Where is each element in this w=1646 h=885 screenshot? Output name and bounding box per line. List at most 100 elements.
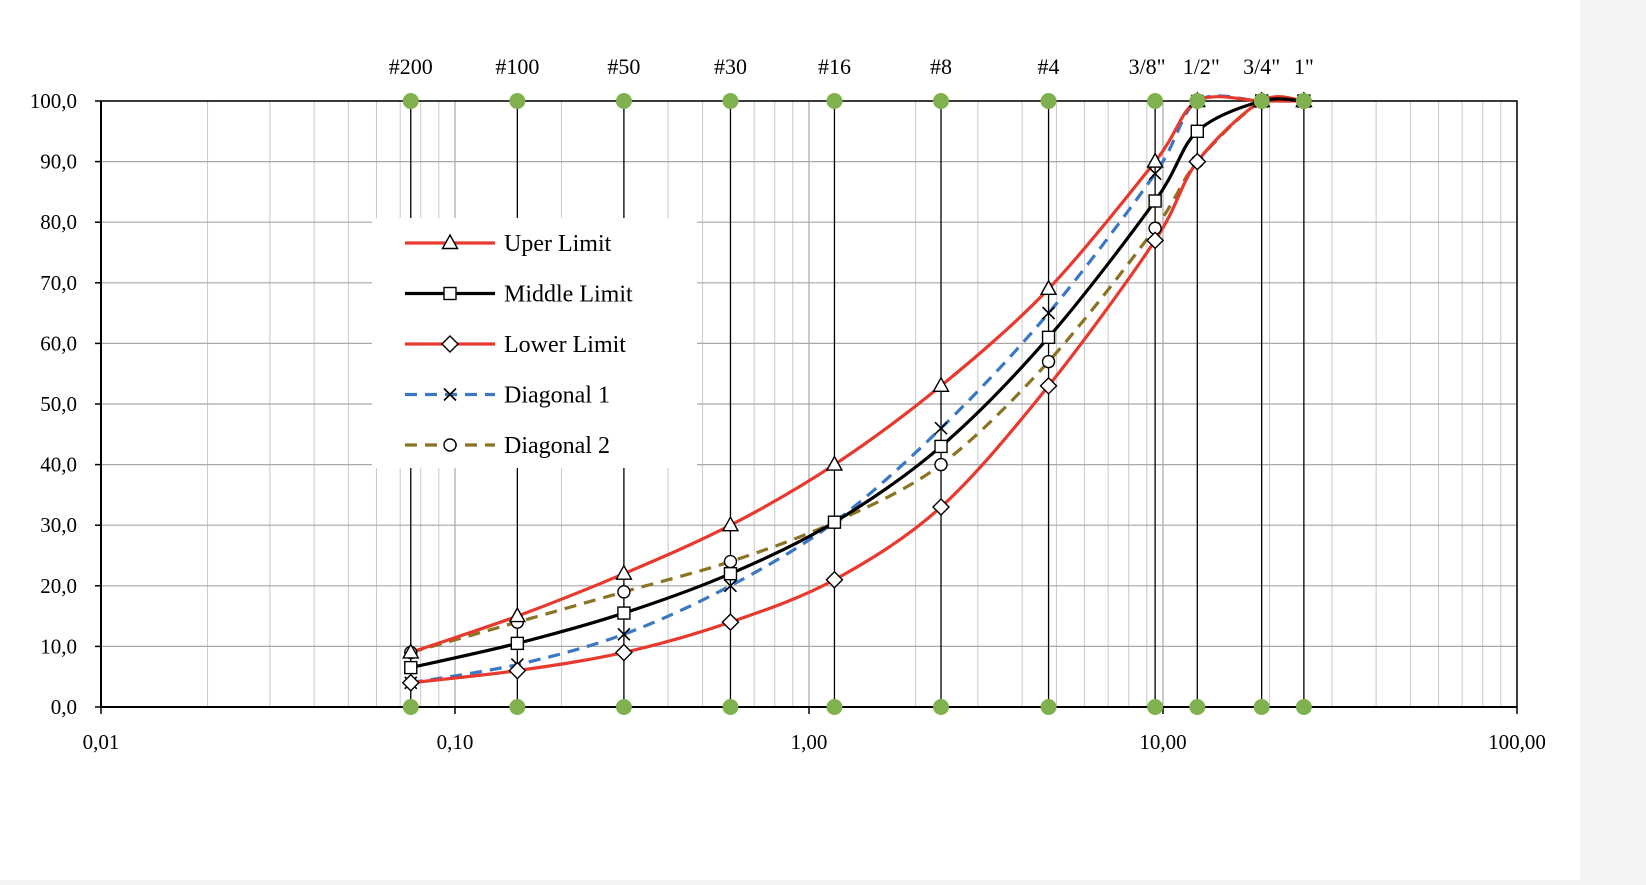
data-point-lower-limit	[1039, 376, 1058, 395]
grid-layer	[100, 100, 1518, 708]
data-point-uper-limit	[721, 515, 740, 532]
x-tick-label: 10,00	[1139, 730, 1186, 754]
x-marker-stroke	[1148, 167, 1162, 181]
legend: Uper Limit Middle Limit Lower Limit Diagona…	[372, 218, 697, 468]
sieve-dot-top	[826, 93, 843, 109]
data-point-uper-limit	[615, 564, 633, 580]
data-point-middle-limit	[1190, 124, 1205, 139]
data-point-diagonal-2	[723, 554, 738, 569]
series-layer	[401, 91, 1313, 692]
y-tick-label: 30,0	[40, 513, 77, 537]
data-point-middle-limit	[723, 566, 738, 581]
sieve-dot-layer	[402, 93, 1312, 715]
data-point-middle-limit	[827, 515, 842, 529]
data-point-lower-limit	[825, 570, 844, 589]
sieve-dot-bottom	[933, 699, 950, 715]
sieve-dot-bottom	[722, 699, 739, 715]
data-point-middle-limit	[617, 606, 631, 620]
x-marker-stroke	[1041, 306, 1056, 320]
legend-label-diagonal-1: Diagonal 1	[504, 383, 610, 409]
legend-label-uper-limit: Uper Limit	[504, 231, 612, 257]
data-point-diagonal-1	[723, 579, 738, 593]
sieve-label: 1/2"	[1183, 54, 1220, 79]
sieve-label: #30	[714, 54, 747, 79]
sieve-label: #100	[495, 54, 539, 79]
sieve-label: #8	[930, 54, 952, 79]
x-tick-label: 1,00	[791, 730, 828, 754]
sieve-dot-bottom	[509, 699, 526, 715]
data-point-middle-limit	[510, 636, 525, 651]
x-tick-label: 0,01	[83, 730, 120, 754]
sieve-label: 1"	[1294, 54, 1314, 79]
sieve-dot-top	[722, 93, 739, 109]
x-marker-stroke	[723, 579, 738, 593]
sieve-dot-top	[933, 93, 950, 109]
gradation-chart: #200 #100 #50 #30 #16 #8 #4 3/8" 1/2" 3/4" 1" 0,01…	[30, 54, 1546, 754]
data-point-diagonal-1	[1148, 167, 1162, 181]
legend-marker-uper-limit	[441, 233, 459, 250]
sieve-label: #200	[389, 54, 433, 79]
chart-area: #200 #100 #50 #30 #16 #8 #4 3/8" 1/2" 3/4" 1" 0,0 1…	[0, 0, 1580, 880]
x-marker-stroke	[443, 387, 457, 402]
sieve-dot-top	[1040, 93, 1057, 109]
sieve-label: #4	[1038, 54, 1060, 79]
sieve-label: 3/8"	[1129, 54, 1166, 79]
data-point-lower-limit	[401, 673, 420, 692]
data-point-uper-limit	[932, 376, 950, 393]
y-tick-label: 70,0	[40, 271, 77, 295]
legend-marker-middle-limit	[443, 286, 457, 301]
data-point-lower-limit	[508, 661, 527, 680]
legend-label-diagonal-2: Diagonal 2	[504, 433, 610, 459]
data-point-diagonal-1	[1041, 306, 1056, 320]
sieve-dot-bottom	[1189, 699, 1206, 715]
sieve-dot-top	[1253, 93, 1270, 109]
x-tick-label: 0,10	[437, 730, 474, 754]
data-point-lower-limit	[1146, 231, 1165, 250]
data-point-middle-limit	[1148, 194, 1162, 208]
sieve-dot-bottom	[1295, 699, 1312, 715]
data-point-uper-limit	[402, 643, 420, 659]
data-point-diagonal-2	[934, 457, 948, 472]
sieve-dot-top	[402, 93, 419, 109]
data-point-middle-limit	[404, 660, 418, 675]
data-point-uper-limit	[1146, 152, 1164, 168]
x-tick-label: 100,00	[1488, 730, 1546, 754]
data-point-uper-limit	[508, 606, 527, 623]
data-point-lower-limit	[614, 643, 633, 662]
y-tick-label: 100,0	[30, 89, 77, 113]
sieve-label: #16	[818, 54, 851, 79]
legend-label-lower-limit: Lower Limit	[504, 332, 626, 358]
data-point-middle-limit	[1041, 330, 1056, 345]
sieve-dot-bottom	[615, 699, 632, 715]
sieve-dot-top	[1147, 93, 1164, 109]
y-tick-label: 90,0	[40, 150, 77, 174]
y-tick-label: 60,0	[40, 331, 77, 355]
x-marker-stroke	[934, 421, 948, 435]
sieve-label: #50	[607, 54, 640, 79]
data-point-diagonal-1	[617, 627, 631, 641]
data-point-lower-limit	[1188, 152, 1207, 171]
series-line-diagonal-1	[410, 94, 1304, 685]
sieve-dot-top	[1189, 93, 1206, 109]
axis-layer: 0,010,020,030,040,050,060,070,080,090,01…	[30, 89, 1546, 754]
data-point-diagonal-1	[934, 421, 948, 435]
legend-marker-diagonal-1	[443, 387, 457, 402]
sieve-label: 3/4"	[1243, 54, 1280, 79]
y-tick-label: 50,0	[40, 392, 77, 416]
y-tick-label: 20,0	[40, 574, 77, 598]
data-point-lower-limit	[721, 613, 740, 632]
sieve-layer: #200 #100 #50 #30 #16 #8 #4 3/8" 1/2" 3/4" 1"	[389, 54, 1314, 707]
legend-label-middle-limit: Middle Limit	[504, 282, 633, 308]
data-point-diagonal-2	[1041, 354, 1056, 369]
data-point-middle-limit	[934, 439, 948, 454]
data-point-uper-limit	[1039, 279, 1058, 296]
sieve-dot-top	[509, 93, 526, 109]
sieve-dot-top	[615, 93, 632, 109]
y-tick-label: 10,0	[40, 634, 77, 658]
x-marker-stroke	[617, 627, 631, 641]
y-tick-label: 80,0	[40, 210, 77, 234]
data-point-uper-limit	[825, 455, 844, 471]
sieve-dot-bottom	[1253, 699, 1270, 715]
sieve-dot-bottom	[1040, 699, 1057, 715]
legend-marker-diagonal-2	[443, 438, 457, 452]
